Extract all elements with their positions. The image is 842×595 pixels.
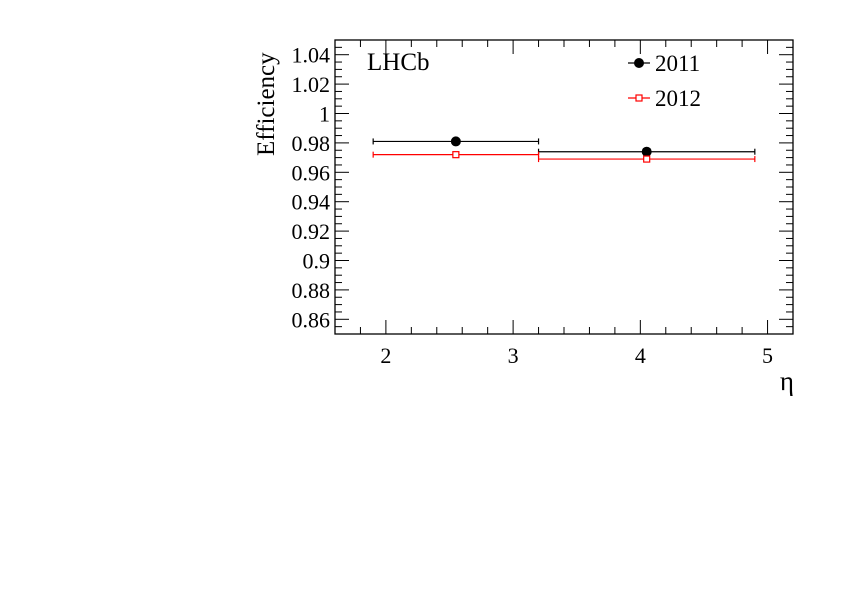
x-tick-label: 2 (380, 343, 391, 368)
data-points (372, 136, 756, 163)
data-point-2011 (641, 146, 652, 157)
data-point-2011 (450, 136, 461, 147)
legend-marker-2012 (635, 94, 643, 102)
x-tick-label: 5 (762, 343, 773, 368)
x-axis-label: η (780, 366, 794, 396)
experiment-label: LHCb (367, 49, 430, 76)
legend: 2011 2012 (628, 51, 701, 111)
y-tick-label: 0.96 (292, 160, 331, 185)
y-tick-label: 0.92 (292, 219, 331, 244)
y-tick-label: 0.88 (292, 278, 331, 303)
x-tick-label: 4 (635, 343, 646, 368)
data-point-2012 (643, 155, 651, 163)
y-tick-label: 1.04 (292, 43, 331, 68)
x-tick-label: 3 (508, 343, 519, 368)
y-tick-label: 0.86 (292, 307, 331, 332)
y-axis-label: Efficiency (253, 52, 280, 156)
legend-entry-2012: 2012 (628, 86, 701, 111)
legend-label-2012: 2012 (655, 86, 701, 111)
y-tick-label: 1.02 (292, 72, 331, 97)
legend-marker-2011 (634, 58, 644, 68)
axis-ticks (334, 39, 794, 335)
tick-labels: 2 3 4 5 0.86 0.88 0.9 0.92 0.94 0.96 0.98 1 1.02 1.04 (292, 43, 774, 368)
y-tick-label: 0.94 (292, 190, 331, 215)
legend-label-2011: 2011 (655, 51, 700, 76)
legend-entry-2011: 2011 (628, 51, 700, 76)
y-tick-label: 0.98 (292, 131, 331, 156)
y-tick-label: 1 (319, 102, 330, 127)
y-tick-label: 0.9 (303, 249, 331, 274)
plot-frame (334, 39, 794, 335)
data-point-2012 (452, 151, 460, 159)
